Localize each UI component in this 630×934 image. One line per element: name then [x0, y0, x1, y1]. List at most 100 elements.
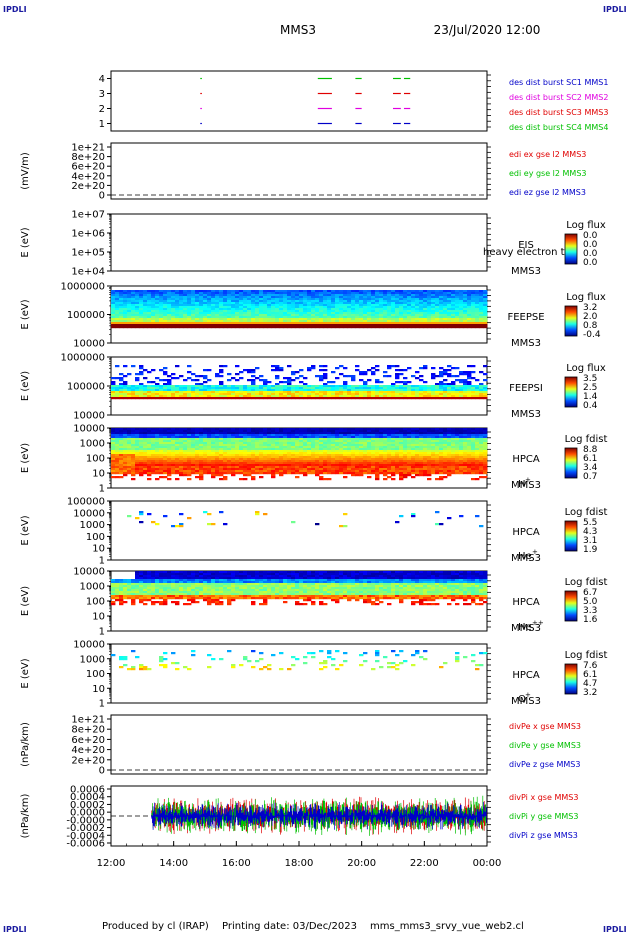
- spectrogram-cell: [327, 393, 332, 396]
- spectrogram-cell: [459, 320, 464, 323]
- spectrogram-cell: [435, 389, 440, 392]
- spectrogram-cell: [123, 444, 128, 447]
- y-axis-label: (mV/m): [20, 152, 31, 190]
- spectrogram-cell: [371, 472, 376, 475]
- spectrogram-cell: [303, 302, 308, 305]
- spectrogram-cell: [187, 326, 192, 329]
- spectrogram-cell: [411, 326, 416, 329]
- spectrogram-cell: [135, 450, 140, 453]
- spectrogram-cell: [283, 322, 288, 325]
- spectrogram-cell: [295, 442, 300, 445]
- spectrogram-cell: [207, 318, 212, 321]
- spectrogram-cell: [423, 385, 428, 388]
- spectrogram-cell: [423, 389, 428, 392]
- spectrogram-cell: [171, 464, 176, 467]
- spectrogram-cell: [155, 314, 160, 317]
- spectrogram-cell: [123, 442, 128, 445]
- spectrogram-cell: [195, 446, 200, 449]
- spectrogram-cell: [251, 476, 256, 479]
- spectrogram-cell: [279, 322, 284, 325]
- spectrogram-cell: [171, 468, 176, 471]
- spectrogram-cell: [219, 446, 224, 449]
- spectrogram-cell: [427, 326, 432, 329]
- spectrogram-cell: [327, 440, 332, 443]
- spectrogram-cell: [283, 300, 288, 303]
- spectrogram-cell: [267, 444, 272, 447]
- spectrogram-cell: [371, 324, 376, 327]
- spectrogram-cell: [359, 460, 364, 463]
- spectrogram-cell: [367, 393, 372, 396]
- legend-entry: edi ez gse l2 MMS3: [509, 188, 586, 197]
- spectrogram-cell: [203, 290, 208, 293]
- spectrogram-cell: [187, 442, 192, 445]
- spectrogram-cell: [187, 391, 192, 394]
- spectrogram-cell: [415, 454, 420, 457]
- spectrogram-cell: [127, 466, 132, 469]
- spectrogram-cell: [171, 460, 176, 463]
- spectrogram-cell: [451, 450, 456, 453]
- spectrogram-cell: [423, 440, 428, 443]
- spectrogram-cell: [455, 432, 460, 435]
- spectrogram-cell: [287, 468, 292, 471]
- spectrogram-cell: [211, 292, 216, 295]
- spectrogram-cell: [399, 444, 404, 447]
- spectrogram-cell: [419, 296, 424, 299]
- spectrogram-cell: [423, 326, 428, 329]
- spectrogram-cell: [151, 462, 156, 465]
- spectrogram-cell: [299, 430, 304, 433]
- spectrogram-cell: [347, 306, 352, 309]
- spectrogram-cell: [375, 448, 380, 451]
- spectrogram-cell: [127, 385, 132, 388]
- spectrogram-cell: [327, 448, 332, 451]
- spectrogram-cell: [443, 458, 448, 461]
- spectrogram-cell: [347, 440, 352, 443]
- spectrogram-cell: [399, 472, 404, 475]
- spectrogram-cell: [411, 476, 416, 479]
- spectrogram-cell: [407, 292, 412, 295]
- spectrogram-cell: [403, 432, 408, 435]
- spectrogram-cell: [471, 322, 476, 325]
- spectrogram-cell: [315, 448, 320, 451]
- spectrogram-cell: [243, 326, 248, 329]
- spectrogram-cell: [299, 322, 304, 325]
- spectrogram-cell: [179, 434, 184, 437]
- spectrogram-cell: [367, 316, 372, 319]
- spectrogram-cell: [287, 312, 292, 315]
- spectrogram-cell: [195, 306, 200, 309]
- spectrogram-cell: [419, 474, 424, 477]
- spectrogram-cell: [403, 454, 408, 457]
- spectrogram-cell: [255, 393, 260, 396]
- spectrogram-cell: [159, 294, 164, 297]
- spectrogram-cell: [391, 300, 396, 303]
- spectrogram-cell: [243, 444, 248, 447]
- spectrogram-cell: [387, 300, 392, 303]
- spectrogram-cell: [335, 292, 340, 295]
- spectrogram-cell: [451, 385, 456, 388]
- spectrogram-cell: [159, 369, 164, 372]
- spectrogram-cell: [383, 310, 388, 313]
- spectrogram-cell: [151, 456, 156, 459]
- spectrogram-cell: [407, 474, 412, 477]
- spectrogram-cell: [359, 387, 364, 390]
- spectrogram-cell: [323, 440, 328, 443]
- spectrogram-cell: [295, 318, 300, 321]
- spectrogram-cell: [247, 314, 252, 317]
- spectrogram-cell: [403, 472, 408, 475]
- spectrogram-cell: [435, 442, 440, 445]
- spectrogram-cell: [343, 446, 348, 449]
- spectrogram-cell: [203, 436, 208, 439]
- spectrogram-cell: [211, 446, 216, 449]
- spectrogram-cell: [123, 316, 128, 319]
- spectrogram-cell: [331, 428, 336, 431]
- spectrogram-cell: [307, 444, 312, 447]
- spectrogram-cell: [219, 316, 224, 319]
- spectrogram-cell: [151, 322, 156, 325]
- spectrogram-cell: [311, 452, 316, 455]
- spectrogram-cell: [367, 369, 372, 372]
- spectrogram-cell: [463, 381, 468, 384]
- spectrogram-cell: [255, 316, 260, 319]
- spectrogram-cell: [119, 322, 124, 325]
- spectrogram-cell: [459, 310, 464, 313]
- spectrogram-cell: [123, 320, 128, 323]
- spectrogram-cell: [139, 464, 144, 467]
